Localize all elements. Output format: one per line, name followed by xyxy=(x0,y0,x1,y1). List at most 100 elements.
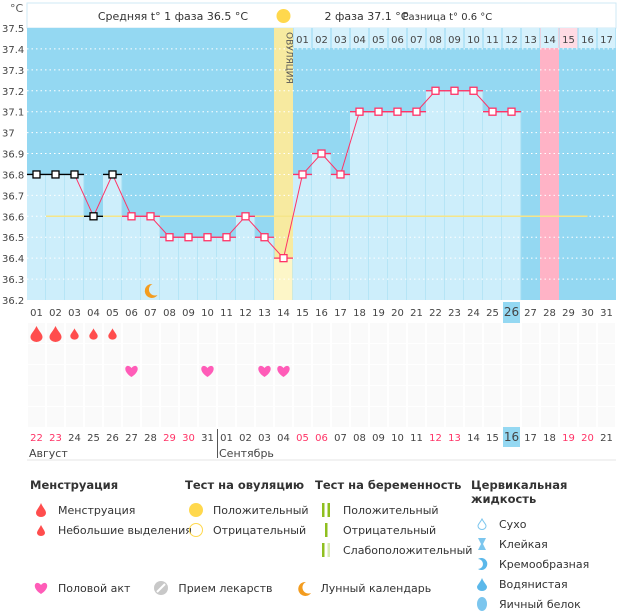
calendar-date: 08 xyxy=(353,433,366,444)
calendar-date: 15 xyxy=(486,433,499,444)
event-cell xyxy=(313,344,330,364)
event-cell xyxy=(237,365,254,385)
event-cell xyxy=(522,344,539,364)
event-cell xyxy=(465,323,482,343)
cycle-day-label: 30 xyxy=(581,308,594,319)
event-cell xyxy=(503,407,520,427)
legend-label: Клейкая xyxy=(499,537,548,551)
month-label: Сентябрь xyxy=(219,447,274,460)
calendar-date: 26 xyxy=(106,433,119,444)
moon-icon xyxy=(144,283,158,298)
phase2-day-cell xyxy=(312,28,331,48)
event-cell xyxy=(313,386,330,406)
event-cell xyxy=(332,323,349,343)
temperature-bar xyxy=(236,216,255,300)
phase2-day-cell xyxy=(407,28,426,48)
event-cell xyxy=(85,386,102,406)
temperature-point xyxy=(469,86,478,95)
bbt-chart: Средняя t° 1 фаза 36.5 °C 2 фаза 37.1 °CР… xyxy=(2,2,617,461)
calendar-date: 13 xyxy=(448,433,461,444)
event-cell xyxy=(47,365,64,385)
calendar-date: 21 xyxy=(600,433,613,444)
event-cell xyxy=(313,323,330,343)
event-cell xyxy=(427,323,444,343)
event-cell xyxy=(370,323,387,343)
event-cell xyxy=(294,323,311,343)
phase2-day-cell xyxy=(331,28,350,48)
temperature-difference: Разница t° 0.6 °C xyxy=(403,12,493,23)
event-cell xyxy=(161,407,178,427)
calendar-date: 10 xyxy=(391,433,404,444)
event-cell xyxy=(427,344,444,364)
legend-label: Яичный белок xyxy=(499,597,581,611)
calendar-date: 14 xyxy=(467,433,480,444)
calendar-date: 04 xyxy=(277,433,290,444)
drop-icon xyxy=(30,503,52,517)
temperature-point xyxy=(393,107,402,116)
event-cell xyxy=(503,344,520,364)
phase2-day-cell xyxy=(521,28,540,48)
y-tick-label: 37.1 xyxy=(2,108,24,119)
event-cell xyxy=(560,386,577,406)
current-day-highlight xyxy=(503,302,520,323)
legend-label: Водянистая xyxy=(499,577,568,591)
temperature-point xyxy=(108,170,117,179)
event-cell xyxy=(560,323,577,343)
calendar-date: 05 xyxy=(296,433,309,444)
legend-title: Тест на беременность xyxy=(315,478,462,492)
event-cell xyxy=(484,407,501,427)
event-cell xyxy=(123,323,140,343)
event-cell xyxy=(579,365,596,385)
cycle-day-label: 20 xyxy=(391,308,404,319)
calendar-date: 17 xyxy=(524,433,537,444)
cycle-day-label: 09 xyxy=(182,308,195,319)
cycle-day-label: 24 xyxy=(467,308,480,319)
event-cell xyxy=(142,365,159,385)
calendar-date: 06 xyxy=(315,433,328,444)
cycle-day-label: 02 xyxy=(49,308,62,319)
today-highlight xyxy=(503,427,520,447)
event-cell xyxy=(465,407,482,427)
event-cell xyxy=(351,344,368,364)
cycle-day-label: 19 xyxy=(372,308,385,319)
event-cell xyxy=(389,386,406,406)
phase2-day-label: 01 xyxy=(296,35,309,46)
temperature-point xyxy=(431,86,440,95)
y-tick-label: 36.9 xyxy=(2,150,24,161)
temperature-point xyxy=(165,233,174,242)
temperature-point xyxy=(222,233,231,242)
event-cell xyxy=(579,386,596,406)
small-drop-icon xyxy=(30,524,52,536)
event-cell xyxy=(199,407,216,427)
event-cell xyxy=(47,344,64,364)
cycle-day-label: 29 xyxy=(562,308,575,319)
phase2-day-cell xyxy=(540,28,559,48)
event-cell xyxy=(275,323,292,343)
event-cell xyxy=(408,344,425,364)
cycle-day-label: 14 xyxy=(277,308,290,319)
temperature-point xyxy=(412,107,421,116)
event-cell xyxy=(66,386,83,406)
event-cell xyxy=(541,365,558,385)
event-cell xyxy=(142,323,159,343)
temperature-point xyxy=(203,233,212,242)
event-cell xyxy=(351,323,368,343)
y-tick-label: 37.2 xyxy=(2,87,24,98)
cycle-day-label: 28 xyxy=(543,308,556,319)
legend-title: Цервикальная жидкость xyxy=(471,478,568,506)
calendar-date: 03 xyxy=(258,433,271,444)
temperature-bar xyxy=(483,111,502,300)
legend-label: Небольшие выделения xyxy=(58,523,192,537)
event-cell xyxy=(180,365,197,385)
event-cell xyxy=(142,344,159,364)
legend-title: Менструация xyxy=(30,478,119,492)
legend-label: Менструация xyxy=(58,503,136,517)
event-cell xyxy=(161,386,178,406)
heart-icon xyxy=(258,365,271,377)
event-cell xyxy=(389,407,406,427)
event-cell xyxy=(484,344,501,364)
phase2-day-cell xyxy=(445,28,464,48)
legend-other: Половой акт Прием лекарств Лунный календ… xyxy=(30,578,431,598)
phase2-day-label: 13 xyxy=(524,35,537,46)
heart-icon xyxy=(125,365,138,377)
